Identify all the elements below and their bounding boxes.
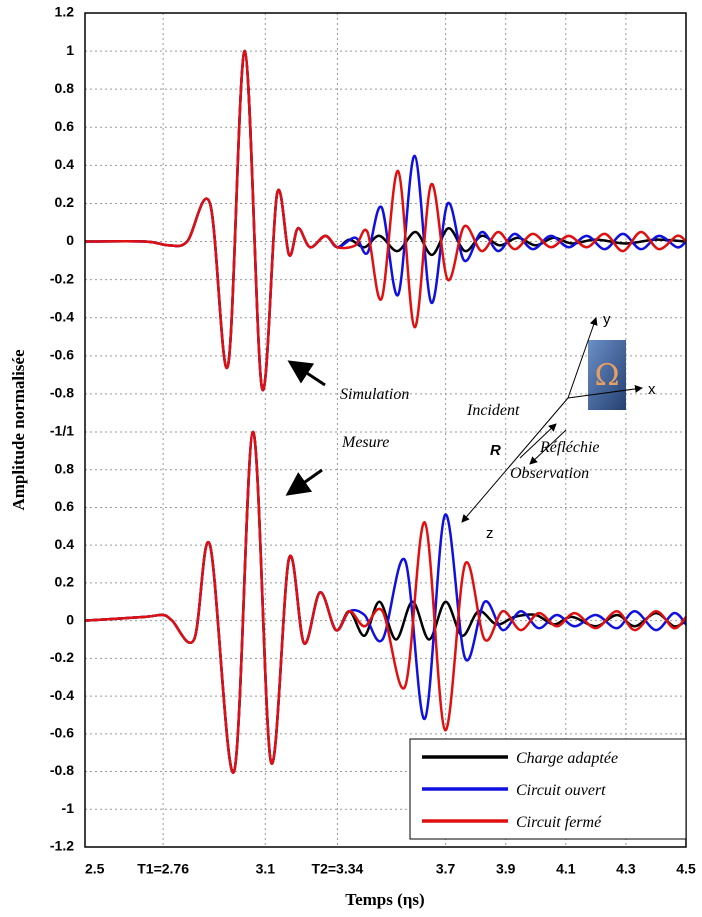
arrow — [285, 468, 323, 496]
annotations: Simulation Mesure Ω Incident Réfléchie O… — [285, 311, 656, 542]
y-tick-label: 0.4 — [55, 156, 75, 172]
y-tick-label: 0.6 — [55, 498, 75, 514]
axis-arrow — [567, 317, 598, 399]
y-tick-label: 1 — [66, 42, 74, 58]
legend: Charge adaptée Circuit ouvert Circuit ferm… — [409, 738, 687, 840]
series-lines — [84, 49, 687, 774]
axis-arrow — [567, 384, 643, 399]
y-tick-label: -0.8 — [50, 385, 74, 401]
annotation: x — [648, 381, 656, 398]
y-tick-label: 0 — [66, 611, 74, 627]
y-tick-label: -0.2 — [50, 270, 74, 286]
arrow — [287, 360, 326, 387]
icon — [588, 340, 626, 410]
x-tick-label: T2=3.34 — [312, 861, 364, 877]
icon-glyph: Ω — [595, 358, 620, 393]
x-tick-label: 3.9 — [496, 861, 516, 877]
x-tick-label: 4.1 — [556, 861, 576, 877]
y-tick-label: -1/1 — [50, 423, 74, 439]
x-tick-label: 4.5 — [676, 861, 696, 877]
x-axis-label: Temps (ηs) — [345, 890, 424, 909]
y-axis-label: Amplitude normalisée — [9, 349, 28, 510]
legend-label: Circuit fermé — [516, 814, 602, 831]
y-tick-label: 0 — [66, 232, 74, 248]
annotation: Incident — [466, 402, 520, 419]
x-tick-label: 3.7 — [436, 861, 456, 877]
annotation: y — [603, 311, 611, 328]
series-line — [84, 49, 687, 392]
y-tick-label: -0.6 — [50, 347, 74, 363]
y-tick-label: -1.2 — [50, 838, 74, 854]
legend-label: Charge adaptée — [516, 750, 618, 767]
annotation: z — [486, 525, 494, 542]
axis-arrow — [461, 397, 569, 523]
y-tick-label: 0.8 — [55, 80, 75, 96]
y-tick-label: 0.4 — [55, 536, 75, 552]
annotation: Observation — [510, 465, 589, 482]
x-tick-label: T1=2.76 — [137, 861, 189, 877]
series-line — [84, 49, 687, 392]
y-tick-label: 0.2 — [55, 574, 75, 590]
series-line — [84, 430, 687, 774]
legend-label: Circuit ouvert — [516, 782, 606, 799]
series-line — [84, 430, 687, 774]
annotation: Simulation — [340, 386, 409, 403]
y-tick-label: -0.6 — [50, 725, 74, 741]
y-tick-label: -0.4 — [50, 308, 74, 324]
annotation: Mesure — [341, 434, 389, 451]
annotation: Réfléchie — [539, 439, 600, 456]
y-tick-label: -0.4 — [50, 687, 74, 703]
y-tick-label: 0.2 — [55, 194, 75, 210]
annotation: R — [490, 442, 501, 459]
incident-arrow — [519, 423, 557, 459]
series-line — [84, 430, 687, 774]
y-tick-label: -0.8 — [50, 762, 74, 778]
y-tick-label: 0.8 — [55, 460, 75, 476]
x-tick-label: 3.1 — [256, 861, 276, 877]
y-tick-label: 1.2 — [55, 4, 75, 20]
plot-frame — [84, 12, 687, 848]
ticks: 1.2 1 0.8 0.6 0.4 0.2 0 -0.2 -0.4 -0.6 -0.8 -1/1 0.8… — [50, 4, 696, 877]
y-tick-label: -0.2 — [50, 649, 74, 665]
reflected-arrow — [529, 429, 567, 465]
y-tick-label: 0.6 — [55, 118, 75, 134]
x-tick-label: 2.5 — [85, 861, 105, 877]
y-tick-label: -1 — [62, 800, 75, 816]
x-tick-label: 4.3 — [616, 861, 636, 877]
